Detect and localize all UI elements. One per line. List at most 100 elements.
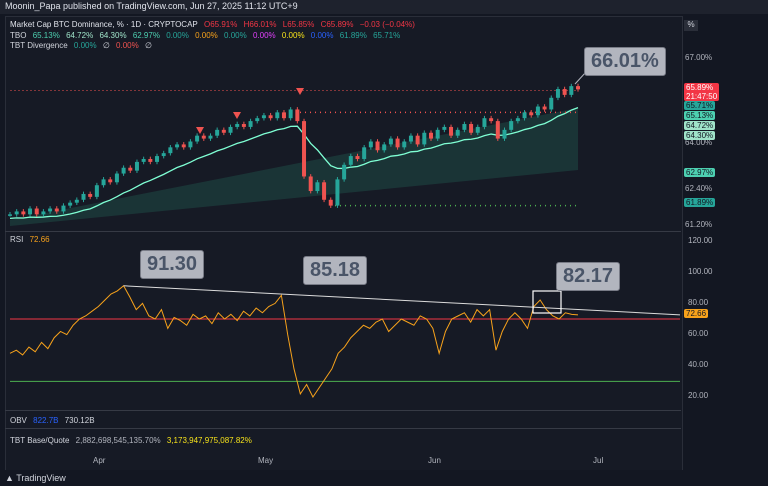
candle-body	[362, 147, 367, 159]
candle-body	[308, 176, 313, 192]
candle-body	[475, 126, 480, 133]
price-tag: 65.71%	[684, 101, 716, 110]
tbt-bq-legend: TBT Base/Quote 2,882,698,545,135.70% 3,1…	[10, 436, 256, 445]
candle-body	[188, 141, 193, 148]
candle-body	[422, 132, 427, 145]
rsi-tick: 20.00	[688, 391, 709, 400]
candle-body	[535, 106, 540, 116]
footer-bar: ▲ TradingView	[0, 470, 768, 486]
panel-divider-tbt[interactable]	[5, 428, 681, 429]
candle-body	[175, 144, 180, 148]
candle-body	[482, 118, 487, 127]
tbo-label[interactable]: TBO	[10, 31, 27, 40]
candle-body	[221, 129, 226, 133]
candle-body	[288, 109, 293, 119]
candle-body	[148, 158, 153, 162]
candle-body	[88, 193, 93, 197]
price-tick: 61.20%	[685, 220, 713, 229]
main-legend: Market Cap BTC Dominance, % · 1D · CRYPT…	[10, 20, 419, 29]
time-tick: May	[258, 456, 274, 465]
obv-val-1: 822.7B	[33, 416, 59, 425]
rsi-callout-3: 82.17	[556, 262, 621, 291]
candle-body	[562, 89, 567, 95]
tbt-divergence-legend: TBT Divergence 0.00% ∅ 0.00% ∅	[10, 41, 156, 50]
candle-body	[335, 179, 340, 206]
tbt-bq-val-2: 3,173,947,975,087.82%	[166, 436, 252, 445]
tbo-val: 0.00%	[166, 31, 189, 40]
price-tick: 67.00%	[685, 53, 713, 62]
tbo-val: 0.00%	[281, 31, 305, 40]
candle-body	[315, 182, 320, 192]
tbo-val: 65.13%	[32, 31, 60, 40]
tradingview-brand: TradingView	[16, 473, 66, 483]
candle-body	[81, 193, 86, 200]
rsi-tick: 60.00	[688, 329, 709, 338]
candle-body	[355, 156, 360, 159]
rsi-legend-value: 72.66	[29, 235, 50, 244]
candle-body	[555, 89, 560, 98]
candle-body	[408, 135, 413, 142]
candle-body	[114, 173, 119, 183]
candle-body	[34, 208, 39, 215]
tbt-val: 0.00%	[73, 41, 97, 50]
percent-scale-button[interactable]: %	[684, 20, 698, 31]
obv-label[interactable]: OBV	[10, 416, 27, 425]
candle-body	[455, 129, 460, 136]
tbo-val: 0.00%	[224, 31, 247, 40]
candle-body	[21, 211, 26, 215]
candle-body	[255, 118, 260, 122]
candle-body	[342, 164, 347, 180]
candle-body	[54, 208, 59, 212]
tbo-val: 65.71%	[373, 31, 401, 40]
tbt-bq-val-1: 2,882,698,545,135.70%	[75, 436, 161, 445]
panel-divider-rsi[interactable]	[5, 231, 681, 232]
tbt-bq-label[interactable]: TBT Base/Quote	[10, 436, 70, 445]
open-value: O65.91%	[204, 20, 238, 29]
candle-body	[61, 205, 66, 212]
candle-body	[549, 97, 554, 110]
low-value: L65.85%	[282, 20, 315, 29]
candle-body	[375, 141, 380, 151]
price-tag: 62.97%	[684, 168, 716, 177]
price-tag-current: 65.89% 21:47:50	[684, 83, 720, 101]
candle-body	[428, 132, 433, 139]
candle-body	[68, 202, 73, 206]
candle-body	[201, 135, 206, 139]
rsi-tick: 120.00	[688, 236, 713, 245]
candle-body	[155, 156, 160, 162]
close-value: C65.89%	[320, 20, 354, 29]
tradingview-logo[interactable]: ▲ TradingView	[5, 473, 66, 483]
price-tag: 61.89%	[684, 198, 716, 207]
sell-signal-marker	[233, 112, 241, 119]
panel-divider-obv[interactable]	[5, 410, 681, 411]
rsi-tick: 100.00	[688, 267, 713, 276]
rsi-tick: 40.00	[688, 360, 709, 369]
candle-body	[415, 135, 420, 145]
candle-body	[489, 118, 494, 122]
rsi-current-tag: 72.66	[684, 309, 709, 318]
rsi-label[interactable]: RSI	[10, 235, 24, 244]
candle-body	[128, 167, 133, 171]
candle-body	[281, 112, 286, 119]
price-tag: 64.30%	[684, 131, 716, 140]
candle-body	[348, 156, 353, 165]
candle-body	[241, 124, 246, 127]
price-tag: 65.13%	[684, 111, 716, 120]
sell-signal-marker	[196, 127, 204, 134]
tbo-val: 0.00%	[195, 31, 218, 40]
candle-body	[248, 121, 253, 127]
tbo-val: 0.00%	[252, 31, 276, 40]
candle-body	[195, 135, 200, 142]
candle-body	[228, 126, 233, 133]
tbt-label[interactable]: TBT Divergence	[10, 41, 68, 50]
candle-body	[181, 144, 186, 148]
high-value: H66.01%	[243, 20, 277, 29]
symbol-label[interactable]: Market Cap BTC Dominance, % · 1D · CRYPT…	[10, 20, 198, 29]
candle-body	[215, 129, 220, 136]
candle-body	[502, 129, 507, 139]
price-tag-current-value: 65.89%	[686, 83, 714, 92]
tbo-val: 61.89%	[339, 31, 367, 40]
time-tick: Jul	[593, 456, 604, 465]
candle-body	[515, 118, 520, 122]
